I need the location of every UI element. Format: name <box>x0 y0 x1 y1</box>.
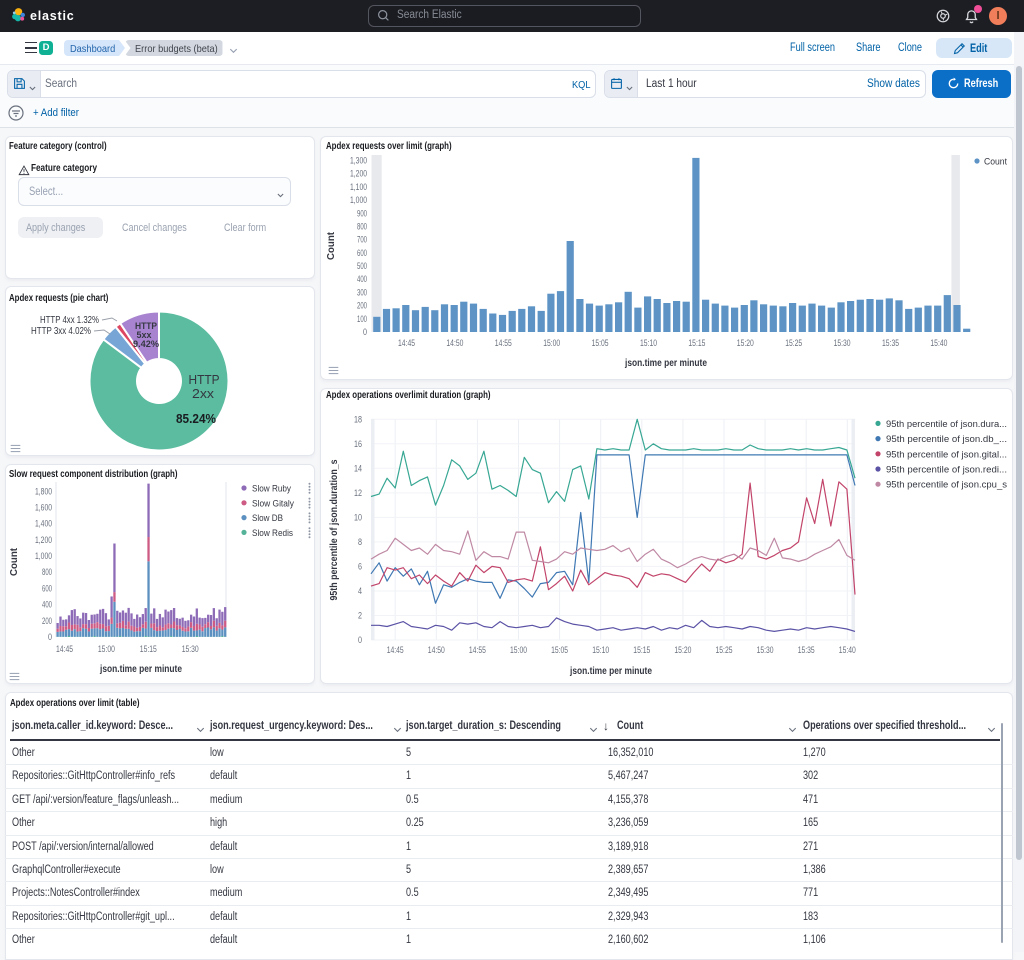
svg-text:15:25: 15:25 <box>716 645 733 655</box>
svg-text:14:45: 14:45 <box>398 338 415 348</box>
svg-text:Count: Count <box>326 231 337 260</box>
svg-text:15:10: 15:10 <box>640 338 657 348</box>
svg-text:HTTP: HTTP <box>189 373 220 387</box>
svg-text:1,000: 1,000 <box>350 195 367 205</box>
svg-text:1,000: 1,000 <box>35 551 52 561</box>
svg-text:95th percentile of json.db_...: 95th percentile of json.db_... <box>886 434 1007 445</box>
svg-text:14:50: 14:50 <box>428 645 445 655</box>
svg-text:0: 0 <box>358 635 362 645</box>
svg-text:18: 18 <box>354 414 362 424</box>
svg-text:1,800: 1,800 <box>35 486 52 496</box>
svg-text:800: 800 <box>357 222 367 232</box>
svg-text:15:20: 15:20 <box>737 338 754 348</box>
svg-text:200: 200 <box>42 616 52 626</box>
svg-text:95th percentile of json.gital.: 95th percentile of json.gital... <box>886 449 1007 460</box>
svg-text:Slow Redis: Slow Redis <box>252 528 293 539</box>
svg-text:100: 100 <box>357 314 367 324</box>
svg-text:1,600: 1,600 <box>35 503 52 513</box>
svg-text:2xx: 2xx <box>192 387 215 401</box>
svg-text:95th percentile of json.durati: 95th percentile of json.duration_s <box>329 459 340 600</box>
svg-text:4: 4 <box>358 586 362 596</box>
svg-text:1,200: 1,200 <box>350 169 367 179</box>
svg-text:200: 200 <box>357 301 367 311</box>
svg-text:15:35: 15:35 <box>882 338 899 348</box>
svg-text:HTTP 4xx 1.32%: HTTP 4xx 1.32% <box>40 315 99 326</box>
svg-text:15:00: 15:00 <box>543 338 560 348</box>
svg-text:Count: Count <box>9 547 20 576</box>
svg-text:15:20: 15:20 <box>674 645 691 655</box>
svg-text:8: 8 <box>358 537 362 547</box>
svg-text:Count: Count <box>984 157 1007 168</box>
svg-text:14:45: 14:45 <box>56 644 73 654</box>
svg-text:400: 400 <box>42 600 52 610</box>
svg-text:2: 2 <box>358 611 362 621</box>
svg-text:Slow DB: Slow DB <box>252 513 283 524</box>
svg-text:10: 10 <box>354 512 362 522</box>
svg-text:0: 0 <box>48 632 52 642</box>
svg-text:15:30: 15:30 <box>182 644 199 654</box>
svg-text:500: 500 <box>357 261 367 271</box>
svg-text:600: 600 <box>357 248 367 258</box>
svg-text:600: 600 <box>42 583 52 593</box>
svg-text:15:30: 15:30 <box>757 645 774 655</box>
svg-text:12: 12 <box>354 488 362 498</box>
svg-text:json.time per minute: json.time per minute <box>624 358 707 369</box>
svg-text:14:55: 14:55 <box>495 338 512 348</box>
svg-text:1,400: 1,400 <box>35 519 52 529</box>
svg-text:15:15: 15:15 <box>140 644 157 654</box>
svg-text:15:15: 15:15 <box>688 338 705 348</box>
svg-text:15:00: 15:00 <box>510 645 527 655</box>
svg-text:95th percentile of json.cpu_s: 95th percentile of json.cpu_s <box>886 480 1007 491</box>
svg-text:15:25: 15:25 <box>785 338 802 348</box>
svg-text:0: 0 <box>363 327 367 337</box>
svg-text:800: 800 <box>42 567 52 577</box>
svg-text:Slow Gitaly: Slow Gitaly <box>252 498 294 509</box>
svg-text:1,300: 1,300 <box>350 156 367 166</box>
svg-text:85.24%: 85.24% <box>176 411 216 426</box>
svg-text:700: 700 <box>357 235 367 245</box>
svg-text:json.time per minute: json.time per minute <box>99 664 182 675</box>
svg-text:15:40: 15:40 <box>839 645 856 655</box>
svg-text:14:55: 14:55 <box>469 645 486 655</box>
svg-text:15:00: 15:00 <box>98 644 115 654</box>
svg-text:14: 14 <box>354 463 362 473</box>
svg-text:1,100: 1,100 <box>350 182 367 192</box>
svg-text:15:30: 15:30 <box>834 338 851 348</box>
svg-text:9.42%: 9.42% <box>133 339 160 349</box>
svg-text:6: 6 <box>358 561 362 571</box>
svg-text:14:50: 14:50 <box>446 338 463 348</box>
svg-text:95th percentile of json.redi..: 95th percentile of json.redi... <box>886 465 1007 476</box>
svg-text:15:40: 15:40 <box>930 338 947 348</box>
svg-text:15:05: 15:05 <box>592 338 609 348</box>
svg-text:Slow Ruby: Slow Ruby <box>252 484 291 495</box>
svg-text:14:45: 14:45 <box>387 645 404 655</box>
svg-text:HTTP 3xx 4.02%: HTTP 3xx 4.02% <box>31 326 91 337</box>
svg-text:95th percentile of json.dura..: 95th percentile of json.dura... <box>886 419 1007 430</box>
svg-text:15:05: 15:05 <box>551 645 568 655</box>
svg-text:1,200: 1,200 <box>35 535 52 545</box>
svg-text:json.time per minute: json.time per minute <box>569 666 652 677</box>
svg-text:300: 300 <box>357 287 367 297</box>
svg-text:15:35: 15:35 <box>798 645 815 655</box>
svg-text:900: 900 <box>357 208 367 218</box>
svg-text:15:15: 15:15 <box>633 645 650 655</box>
svg-text:400: 400 <box>357 274 367 284</box>
svg-text:15:10: 15:10 <box>592 645 609 655</box>
svg-text:16: 16 <box>354 439 362 449</box>
